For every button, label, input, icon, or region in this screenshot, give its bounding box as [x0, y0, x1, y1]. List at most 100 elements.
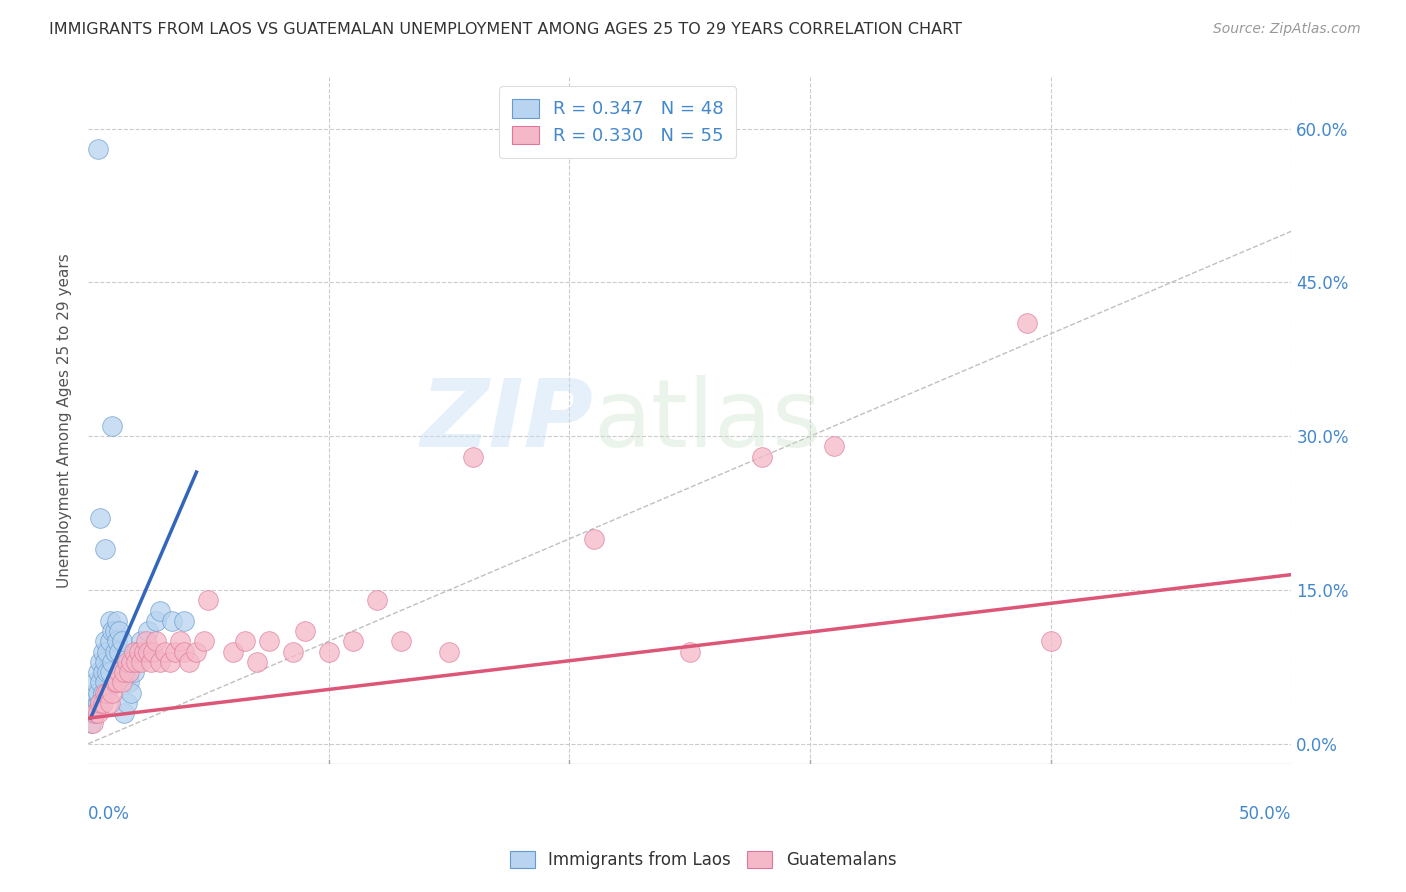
Point	[136, 624, 159, 638]
Point	[101, 655, 124, 669]
Point	[105, 675, 128, 690]
Point	[139, 655, 162, 669]
Point	[173, 644, 195, 658]
Point	[186, 644, 208, 658]
Point	[91, 685, 114, 699]
Point	[94, 675, 117, 690]
Point	[112, 706, 135, 720]
Point	[132, 644, 155, 658]
Point	[104, 675, 127, 690]
Point	[89, 511, 111, 525]
Point	[159, 655, 181, 669]
Point	[122, 644, 145, 658]
Point	[94, 634, 117, 648]
Point	[115, 655, 138, 669]
Point	[145, 614, 167, 628]
Point	[149, 603, 172, 617]
Point	[101, 685, 124, 699]
Point	[197, 593, 219, 607]
Point	[94, 655, 117, 669]
Point	[91, 696, 114, 710]
Point	[91, 665, 114, 679]
Point	[257, 634, 280, 648]
Legend: Immigrants from Laos, Guatemalans: Immigrants from Laos, Guatemalans	[499, 841, 907, 880]
Point	[118, 665, 141, 679]
Point	[751, 450, 773, 464]
Point	[101, 624, 124, 638]
Point	[108, 624, 131, 638]
Point	[89, 696, 111, 710]
Point	[173, 614, 195, 628]
Point	[463, 450, 485, 464]
Legend: R = 0.347   N = 48, R = 0.330   N = 55: R = 0.347 N = 48, R = 0.330 N = 55	[499, 87, 737, 158]
Point	[121, 655, 143, 669]
Text: 0.0%: 0.0%	[89, 805, 129, 823]
Point	[129, 634, 152, 648]
Point	[366, 593, 388, 607]
Point	[91, 644, 114, 658]
Point	[84, 675, 107, 690]
Point	[84, 706, 107, 720]
Point	[1039, 634, 1062, 648]
Point	[89, 655, 111, 669]
Point	[98, 696, 121, 710]
Point	[823, 440, 845, 454]
Text: Source: ZipAtlas.com: Source: ZipAtlas.com	[1213, 22, 1361, 37]
Point	[105, 614, 128, 628]
Point	[98, 634, 121, 648]
Point	[193, 634, 215, 648]
Point	[136, 644, 159, 658]
Point	[82, 706, 104, 720]
Point	[96, 665, 118, 679]
Point	[125, 644, 148, 658]
Point	[162, 614, 184, 628]
Point	[129, 655, 152, 669]
Point	[94, 541, 117, 556]
Point	[122, 665, 145, 679]
Point	[318, 644, 340, 658]
Point	[582, 532, 605, 546]
Point	[84, 685, 107, 699]
Point	[87, 696, 110, 710]
Point	[121, 685, 143, 699]
Point	[82, 696, 104, 710]
Point	[98, 665, 121, 679]
Point	[281, 644, 304, 658]
Point	[112, 665, 135, 679]
Point	[115, 696, 138, 710]
Point	[108, 665, 131, 679]
Point	[342, 634, 364, 648]
Point	[82, 716, 104, 731]
Point	[145, 634, 167, 648]
Point	[87, 685, 110, 699]
Point	[294, 624, 316, 638]
Point	[89, 696, 111, 710]
Point	[98, 614, 121, 628]
Point	[149, 655, 172, 669]
Point	[221, 644, 243, 658]
Point	[153, 644, 176, 658]
Point	[128, 644, 150, 658]
Point	[87, 665, 110, 679]
Point	[437, 644, 460, 658]
Point	[118, 675, 141, 690]
Point	[135, 634, 157, 648]
Point	[111, 675, 134, 690]
Point	[104, 624, 127, 638]
Point	[233, 634, 256, 648]
Text: ZIP: ZIP	[420, 375, 593, 467]
Point	[389, 634, 412, 648]
Point	[108, 644, 131, 658]
Point	[89, 675, 111, 690]
Point	[87, 142, 110, 156]
Point	[179, 655, 201, 669]
Point	[96, 644, 118, 658]
Point	[169, 634, 191, 648]
Text: 50.0%: 50.0%	[1239, 805, 1292, 823]
Point	[679, 644, 702, 658]
Point	[87, 706, 110, 720]
Text: IMMIGRANTS FROM LAOS VS GUATEMALAN UNEMPLOYMENT AMONG AGES 25 TO 29 YEARS CORREL: IMMIGRANTS FROM LAOS VS GUATEMALAN UNEMP…	[49, 22, 962, 37]
Point	[1015, 317, 1038, 331]
Point	[142, 644, 165, 658]
Point	[111, 634, 134, 648]
